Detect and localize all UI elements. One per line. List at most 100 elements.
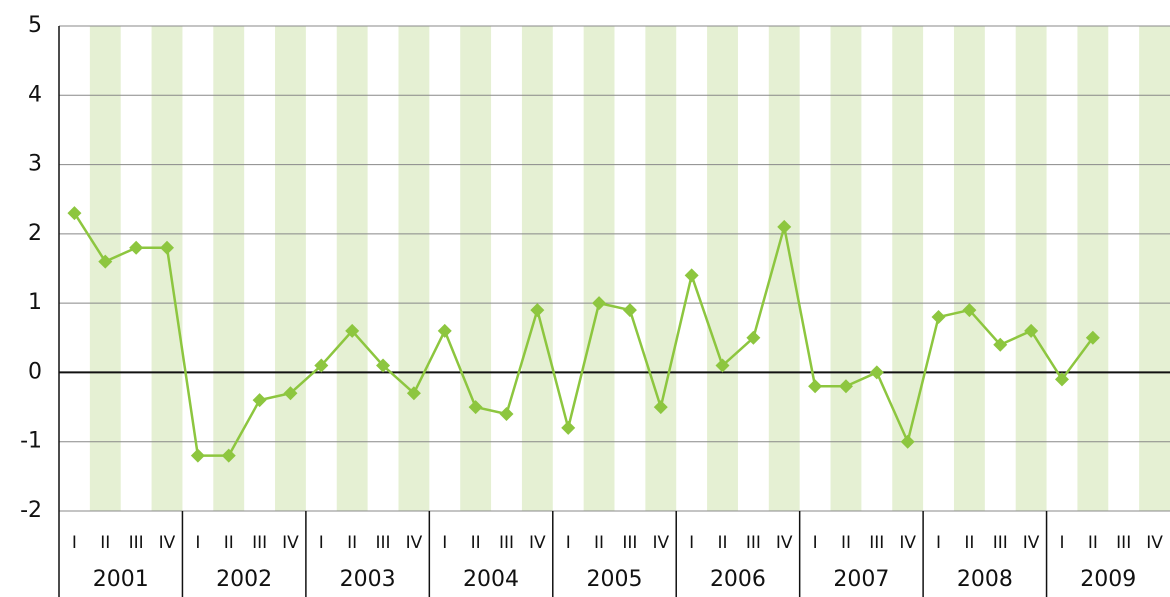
stripe bbox=[1015, 26, 1047, 511]
x-tick-label: I bbox=[319, 533, 324, 553]
point bbox=[437, 323, 452, 338]
x-tick-label: III bbox=[499, 533, 514, 553]
y-tick-label: 4 bbox=[28, 82, 42, 107]
x-tick-label: IV bbox=[1023, 533, 1040, 553]
x-tick-label: IV bbox=[652, 533, 669, 553]
x-tick-label: III bbox=[993, 533, 1008, 553]
y-tick-label: 1 bbox=[28, 290, 42, 315]
stripe bbox=[892, 26, 924, 511]
stripe bbox=[645, 26, 677, 511]
stripe bbox=[275, 26, 306, 511]
group-label: 2004 bbox=[463, 567, 519, 592]
stripe bbox=[1077, 26, 1109, 511]
point bbox=[499, 407, 514, 421]
x-tick-label: II bbox=[471, 533, 481, 553]
y-tick-label: 2 bbox=[28, 221, 42, 246]
point bbox=[129, 240, 144, 255]
x-tick-label: IV bbox=[529, 533, 546, 553]
point bbox=[900, 434, 915, 449]
x-tick-label: II bbox=[100, 533, 110, 553]
x-tick-label: III bbox=[1116, 533, 1131, 553]
point bbox=[808, 379, 823, 394]
point bbox=[67, 206, 82, 221]
group-label: 2007 bbox=[833, 567, 889, 592]
group-label: 2002 bbox=[216, 567, 272, 592]
group-label: 2008 bbox=[957, 567, 1013, 592]
x-tick-label: III bbox=[129, 533, 144, 553]
stripe bbox=[583, 26, 615, 511]
x-tick-label: I bbox=[72, 533, 77, 553]
point bbox=[684, 268, 699, 283]
y-tick-label: 3 bbox=[28, 152, 42, 177]
stripe bbox=[830, 26, 862, 511]
x-tick-label: III bbox=[252, 533, 267, 553]
group-label: 2001 bbox=[93, 567, 149, 592]
x-tick-label: IV bbox=[282, 533, 299, 553]
x-tick-label: I bbox=[936, 533, 941, 553]
x-tick-label: I bbox=[566, 533, 571, 553]
x-tick-label: IV bbox=[1146, 533, 1163, 553]
x-tick-label: II bbox=[347, 533, 357, 553]
x-tick-label: IV bbox=[899, 533, 916, 553]
point bbox=[561, 420, 576, 435]
stripe bbox=[953, 26, 985, 511]
group-label: 2003 bbox=[340, 567, 396, 592]
stripe bbox=[398, 26, 430, 511]
point bbox=[746, 330, 761, 345]
point bbox=[1054, 372, 1069, 387]
x-tick-label: I bbox=[195, 533, 200, 553]
point bbox=[592, 296, 607, 311]
x-tick-label: IV bbox=[776, 533, 793, 553]
x-tick-label: I bbox=[813, 533, 818, 553]
stripe bbox=[151, 26, 183, 511]
point bbox=[468, 400, 483, 415]
group-label: 2006 bbox=[710, 567, 766, 592]
y-tick-label: 5 bbox=[28, 13, 42, 38]
point bbox=[314, 358, 329, 373]
point bbox=[777, 219, 792, 234]
stripe bbox=[336, 26, 368, 511]
point bbox=[376, 358, 391, 373]
point bbox=[931, 310, 946, 324]
x-tick-label: I bbox=[689, 533, 694, 553]
x-tick-label: III bbox=[869, 533, 884, 553]
stripe bbox=[213, 26, 245, 511]
point bbox=[993, 337, 1008, 352]
x-tick-label: II bbox=[224, 533, 234, 553]
point bbox=[653, 400, 668, 415]
point bbox=[530, 303, 545, 318]
x-tick-label: I bbox=[442, 533, 447, 553]
x-tick-label: IV bbox=[406, 533, 423, 553]
stripe bbox=[707, 26, 738, 511]
point bbox=[869, 365, 884, 380]
group-label: 2009 bbox=[1080, 567, 1136, 592]
x-tick-label: II bbox=[594, 533, 604, 553]
x-tick-label: IV bbox=[159, 533, 176, 553]
x-tick-label: I bbox=[1059, 533, 1064, 553]
y-tick-label: -2 bbox=[20, 498, 42, 523]
point bbox=[98, 254, 113, 269]
x-tick-label: III bbox=[622, 533, 637, 553]
point bbox=[406, 386, 421, 401]
x-tick-label: II bbox=[841, 533, 851, 553]
x-tick-label: III bbox=[376, 533, 391, 553]
point bbox=[715, 358, 730, 373]
y-tick-label: -1 bbox=[20, 429, 42, 454]
point bbox=[252, 393, 267, 408]
point bbox=[1085, 330, 1100, 345]
x-tick-label: III bbox=[746, 533, 761, 553]
point bbox=[1024, 323, 1039, 338]
y-tick-label: 0 bbox=[28, 359, 42, 384]
point bbox=[345, 323, 360, 338]
stripe bbox=[1139, 26, 1170, 511]
stripe bbox=[521, 26, 553, 511]
x-tick-label: II bbox=[964, 533, 974, 553]
point bbox=[160, 240, 175, 255]
x-tick-label: II bbox=[1088, 533, 1098, 553]
point bbox=[962, 303, 977, 318]
series-line bbox=[73, 212, 1094, 457]
x-tick-label: II bbox=[717, 533, 727, 553]
group-label: 2005 bbox=[587, 567, 643, 592]
point bbox=[283, 386, 298, 401]
